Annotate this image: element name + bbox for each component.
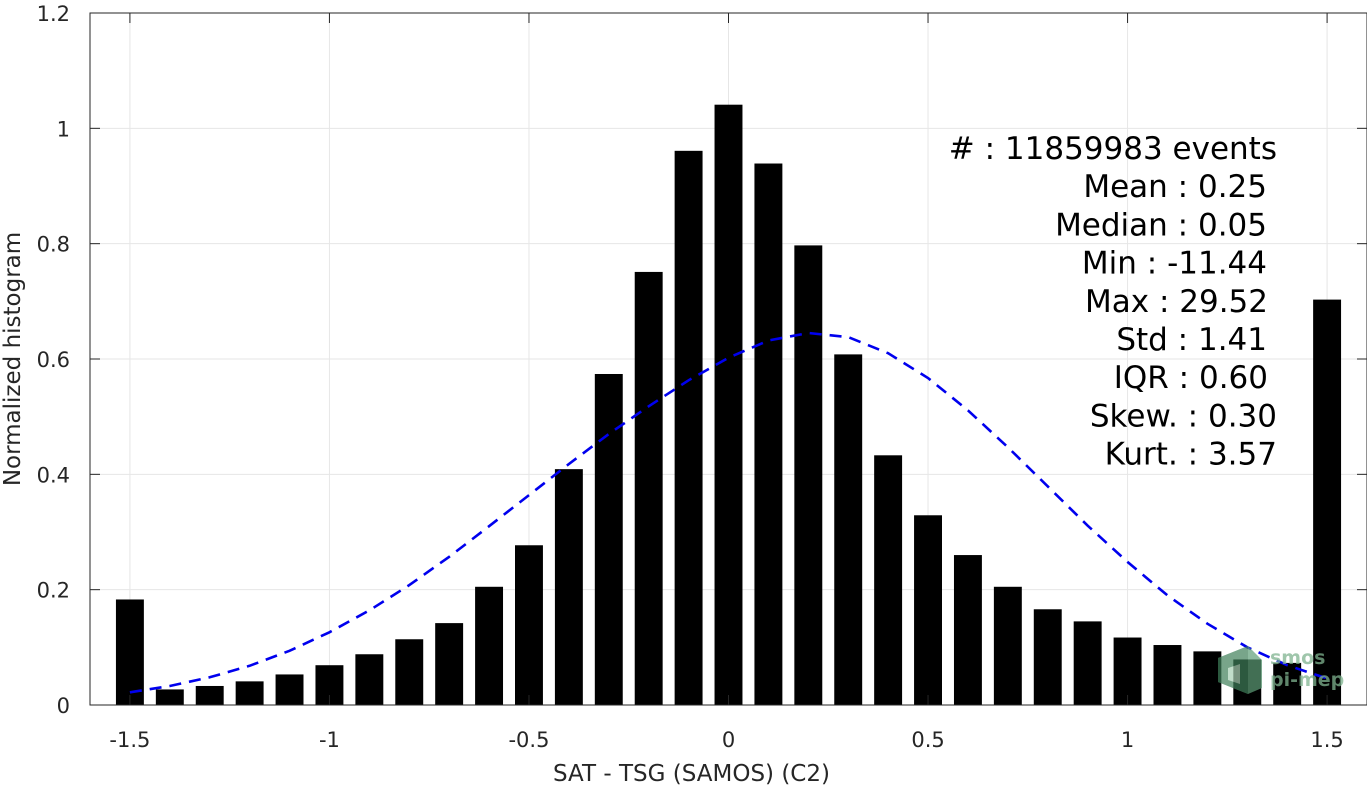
y-tick-label: 0.8: [37, 233, 70, 257]
y-tick-label: 0: [57, 694, 70, 718]
histogram-bar: [1073, 621, 1102, 705]
histogram-bar: [794, 245, 823, 705]
x-tick-label: 1.5: [1310, 728, 1343, 752]
y-axis-label: Normalized histogram: [0, 232, 26, 486]
histogram-bar: [475, 586, 504, 705]
histogram-bar: [435, 623, 464, 705]
stat-line: IQR : 0.60: [1114, 360, 1268, 396]
stat-line: Median : 0.05: [1055, 207, 1267, 243]
x-axis-label: SAT - TSG (SAMOS) (C2): [553, 761, 830, 785]
histogram-bar: [554, 469, 583, 705]
axis-ticks: [90, 12, 1367, 706]
x-tick-label: 0: [722, 728, 735, 752]
histogram-bar: [594, 373, 623, 705]
x-tick-label: 0.5: [911, 728, 944, 752]
logo-cube-icon: [1218, 646, 1262, 694]
histogram-bar: [674, 150, 703, 705]
normal-fit-curve: [129, 331, 1328, 694]
histogram-bar: [115, 599, 144, 705]
histogram-bar: [1153, 645, 1182, 705]
stat-line: Mean : 0.25: [1083, 169, 1267, 205]
histogram-bar: [1313, 299, 1342, 705]
y-tick-labels: 0 0.2 0.4 0.6 0.8 1 1.2: [37, 2, 70, 718]
x-tick-label: -1: [319, 728, 340, 752]
stat-line: Max : 29.52: [1085, 284, 1268, 320]
histogram-bars: [115, 104, 1342, 705]
histogram-bar: [714, 104, 743, 705]
histogram-bar: [155, 689, 184, 705]
stat-line: Min : -11.44: [1082, 246, 1267, 282]
histogram-bar: [275, 674, 304, 705]
y-tick-label: 1.2: [37, 2, 70, 26]
stat-line: # : 11859983 events: [949, 131, 1277, 167]
smos-pimep-logo: smos pi-mep: [1218, 646, 1344, 694]
x-tick-label: -1.5: [109, 728, 150, 752]
y-tick-label: 0.6: [37, 348, 70, 372]
y-tick-label: 0.2: [37, 579, 70, 603]
histogram-bar: [395, 639, 424, 705]
histogram-bar: [874, 455, 903, 705]
stat-line: Std : 1.41: [1116, 322, 1267, 358]
histogram-bar: [834, 354, 863, 705]
stat-line: Skew. : 0.30: [1090, 398, 1277, 434]
histogram-bar: [1113, 637, 1142, 705]
histogram-bar: [1033, 609, 1062, 705]
histogram-bar: [195, 685, 224, 705]
histogram-bar: [355, 654, 384, 705]
logo-text-smos: smos: [1270, 647, 1325, 669]
logo-text-pimep: pi-mep: [1270, 669, 1344, 691]
histogram-bar: [953, 555, 982, 705]
histogram-bar: [1273, 662, 1302, 705]
stat-line: Kurt. : 3.57: [1105, 437, 1277, 473]
histogram-bar: [993, 586, 1022, 705]
y-tick-label: 1: [57, 117, 70, 141]
x-tick-label: -0.5: [508, 728, 549, 752]
histogram-bar: [235, 681, 264, 705]
histogram-bar: [914, 515, 942, 705]
histogram-bar: [634, 271, 663, 705]
y-tick-label: 0.4: [37, 463, 70, 487]
x-tick-label: 1: [1121, 728, 1134, 752]
x-tick-labels: -1.5 -1 -0.5 0 0.5 1 1.5: [109, 728, 1343, 752]
histogram-bar: [515, 545, 543, 705]
histogram-bar: [754, 163, 783, 705]
histogram-bar: [1193, 651, 1222, 705]
